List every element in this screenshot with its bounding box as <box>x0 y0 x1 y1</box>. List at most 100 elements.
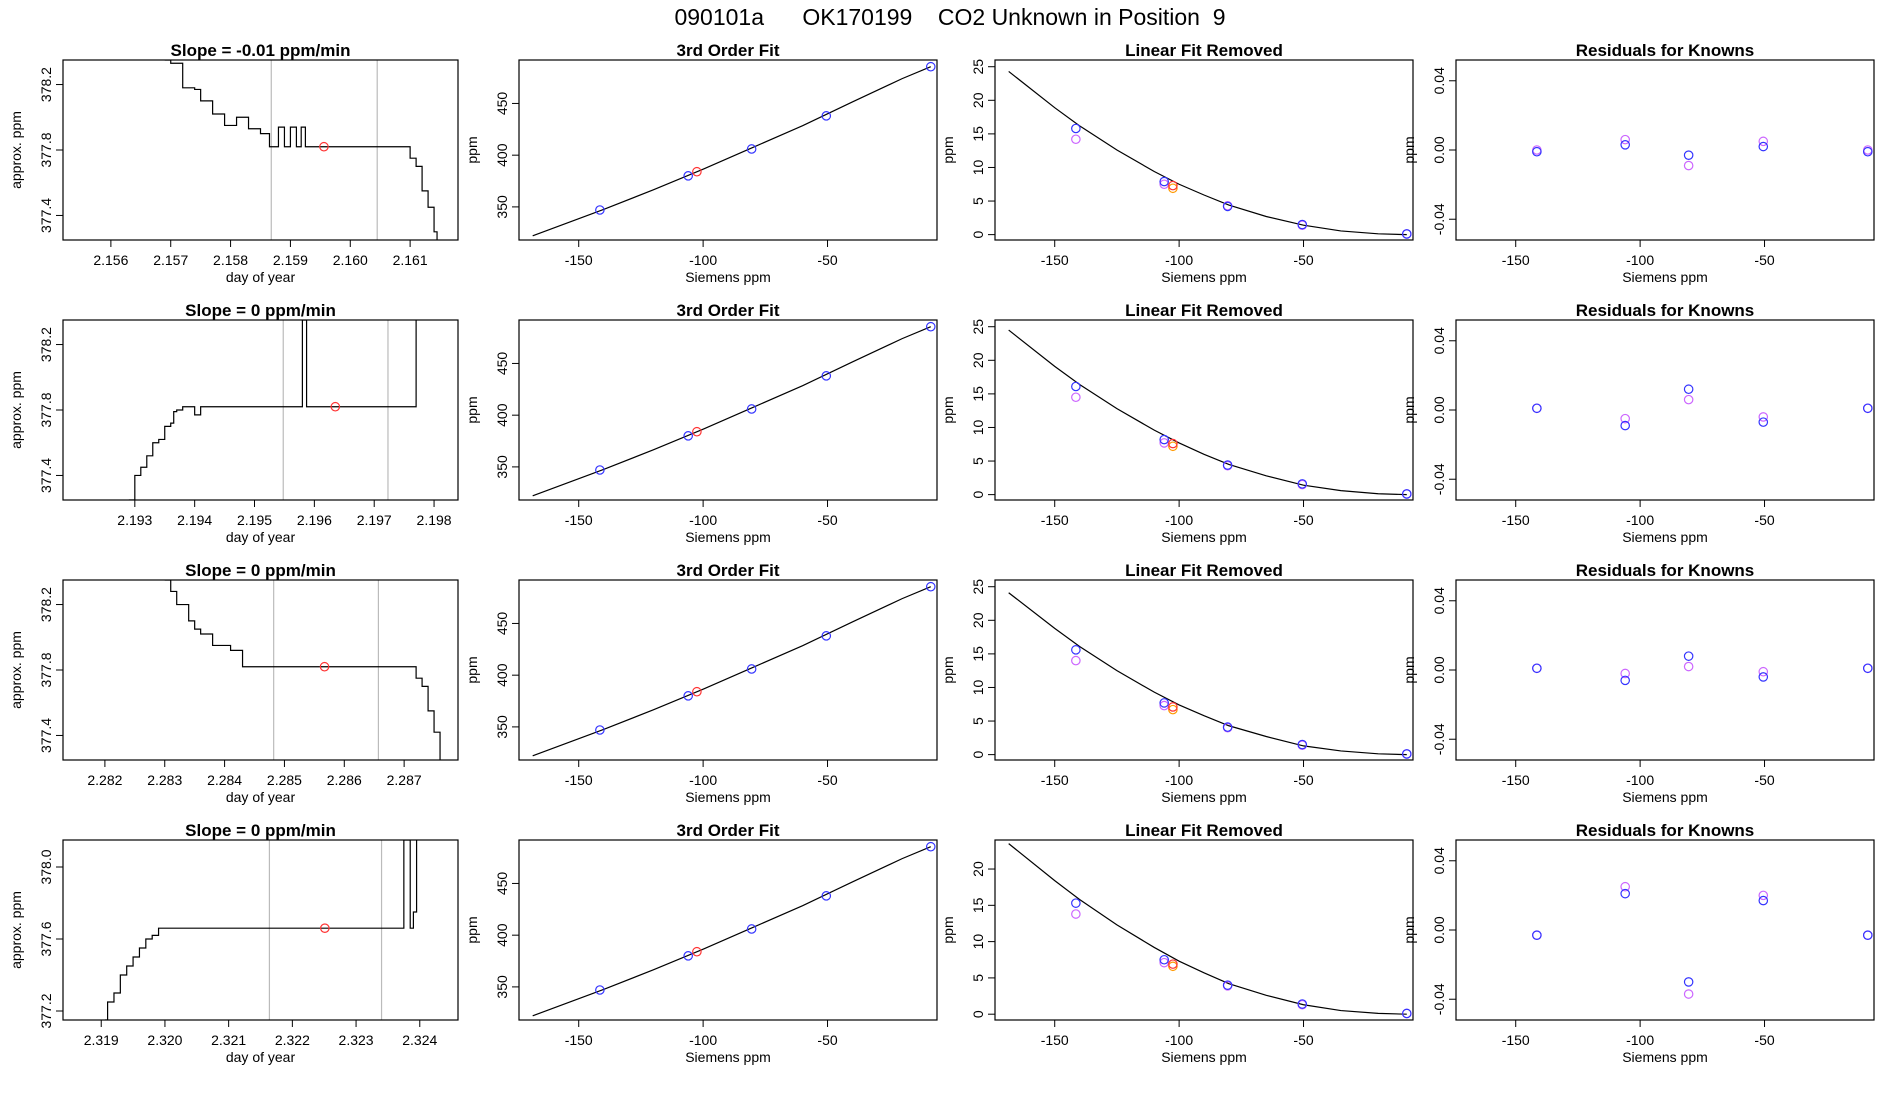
y-axis-label: ppm <box>940 916 956 943</box>
x-tick-label: 2.198 <box>417 512 452 528</box>
y-axis-label: ppm <box>464 396 480 423</box>
data-point-residual <box>1683 384 1694 395</box>
y-tick-label: 0 <box>970 1010 986 1018</box>
data-point-known <box>1159 176 1169 187</box>
data-point-residual <box>1862 146 1873 157</box>
panel-cubic-fit-4: 3rd Order Fit -150 -100 -50 350 400 450 Siemens… <box>464 821 938 1065</box>
data-point-known <box>1071 381 1081 392</box>
data-point-residual <box>1758 141 1769 152</box>
data-point-residual <box>1620 140 1630 150</box>
x-tick-label: 2.286 <box>327 772 362 788</box>
y-axis-label: approx. ppm <box>8 631 24 709</box>
data-point-residual <box>1758 417 1769 427</box>
y-tick-label: 377.4 <box>38 718 54 753</box>
data-point-known-alt <box>1071 392 1081 403</box>
x-tick-label: -150 <box>1502 512 1530 528</box>
x-tick-label: 2.156 <box>93 252 128 268</box>
data-point-residual <box>1532 930 1542 940</box>
y-axis-label: approx. ppm <box>8 891 24 969</box>
data-point-residual <box>1683 977 1694 987</box>
panel-title: Linear Fit Removed <box>1125 41 1283 60</box>
data-point-known <box>595 465 605 475</box>
x-tick-label: -100 <box>1626 512 1654 528</box>
y-tick-label: 400 <box>494 143 510 167</box>
y-axis-label: ppm <box>940 396 956 423</box>
data-point-known-alt <box>1071 134 1081 145</box>
y-axis-label: ppm <box>940 656 956 683</box>
y-tick-label: 350 <box>494 975 510 999</box>
data-point-known <box>1401 749 1412 759</box>
x-tick-label: 2.197 <box>357 512 392 528</box>
y-tick-label: 378.0 <box>38 849 54 884</box>
x-tick-label: -50 <box>817 772 837 788</box>
y-axis-label: ppm <box>940 136 956 163</box>
plot-frame <box>518 59 938 241</box>
data-point-residual-alt <box>1758 666 1769 677</box>
data-point-unknown <box>1168 438 1178 449</box>
y-axis-label: approx. ppm <box>8 111 24 189</box>
data-layer <box>532 61 936 237</box>
x-tick-label: -100 <box>1165 772 1193 788</box>
x-axis-label: day of year <box>226 529 296 545</box>
data-layer <box>1532 384 1873 431</box>
data-point-unknown <box>692 946 702 957</box>
panel-linear-removed-1: Linear Fit Removed -150 -100 -50 0 5 10 15 20 25 S… <box>940 41 1414 285</box>
panel-title: Residuals for Knowns <box>1576 561 1755 580</box>
data-point-residual <box>1758 672 1769 682</box>
data-point-known <box>1222 722 1233 732</box>
y-tick-label: -0.04 <box>1431 723 1447 755</box>
y-tick-label: 0 <box>970 491 986 499</box>
data-point-known <box>821 891 832 901</box>
data-point-window-mean <box>319 661 330 672</box>
plot-frame <box>994 579 1414 761</box>
y-axis-label: ppm <box>464 656 480 683</box>
y-tick-label: 0 <box>970 751 986 759</box>
y-tick-label: -0.04 <box>1431 463 1447 495</box>
data-point-residual <box>1620 675 1630 686</box>
series-line-fit-curve <box>1008 329 1407 496</box>
data-point-residual-alt <box>1683 661 1694 672</box>
x-tick-label: 2.194 <box>177 512 212 528</box>
panel-time-trace-3: Slope = 0 ppm/min 2.282 2.283 2.284 2.285 2.2… <box>8 561 459 805</box>
plot-frame <box>62 839 459 1021</box>
data-point-known <box>683 691 693 701</box>
data-layer <box>105 840 418 1020</box>
data-point-known <box>1401 489 1412 499</box>
data-point-residual-alt <box>1620 668 1630 679</box>
x-tick-label: -100 <box>689 1032 717 1048</box>
data-point-unknown-alt <box>1168 704 1178 715</box>
x-tick-label: 2.158 <box>213 252 248 268</box>
x-axis-label: day of year <box>226 1049 296 1065</box>
x-axis-label: Siemens ppm <box>685 789 771 805</box>
data-point-known <box>1071 898 1081 908</box>
x-axis-label: day of year <box>226 789 296 805</box>
data-point-window-mean <box>320 923 330 933</box>
data-point-known <box>1159 954 1169 965</box>
x-tick-label: -50 <box>1293 252 1313 268</box>
data-layer <box>1008 843 1412 1019</box>
plot-frame <box>1455 59 1875 241</box>
y-tick-label: -0.04 <box>1431 983 1447 1015</box>
y-tick-label: 15 <box>970 386 986 402</box>
y-tick-label: 15 <box>970 646 986 662</box>
series-line-cubic-fit <box>532 586 932 757</box>
data-point-known <box>925 61 936 72</box>
data-point-known <box>1297 739 1308 750</box>
x-tick-label: -50 <box>817 252 837 268</box>
data-point-known <box>595 725 605 735</box>
plot-frame <box>518 319 938 501</box>
data-point-residual <box>1620 420 1630 431</box>
data-point-residual-alt <box>1758 412 1769 422</box>
series-line-approx-ppm <box>105 840 418 1020</box>
panel-title: 3rd Order Fit <box>677 41 780 60</box>
y-tick-label: 377.6 <box>38 921 54 956</box>
data-layer <box>1532 881 1873 999</box>
x-tick-label: -50 <box>1293 1032 1313 1048</box>
x-tick-label: 2.287 <box>387 772 422 788</box>
x-tick-label: 2.319 <box>84 1032 119 1048</box>
y-tick-label: 350 <box>494 715 510 739</box>
data-point-window-mean <box>330 401 341 412</box>
x-tick-label: -100 <box>1165 512 1193 528</box>
x-tick-label: 2.195 <box>237 512 272 528</box>
x-axis-label: Siemens ppm <box>1161 789 1247 805</box>
